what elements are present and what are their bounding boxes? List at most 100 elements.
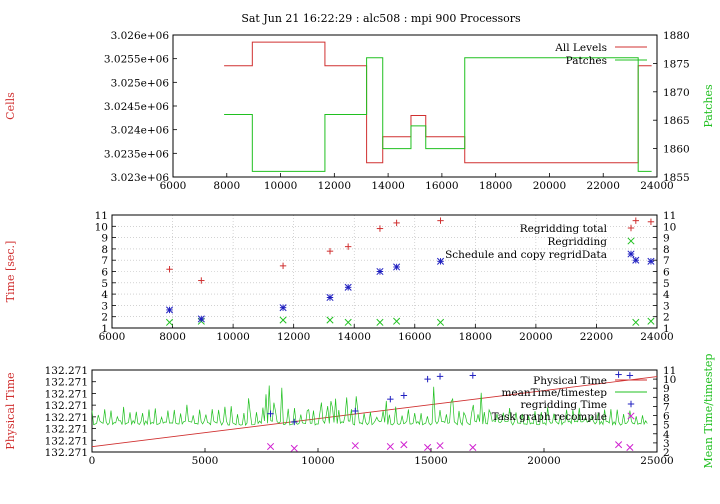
y2-tick-label: 9	[663, 233, 670, 245]
y-tick-label: 1	[101, 323, 108, 335]
y2-tick-label: 2	[663, 447, 670, 459]
x-tick-label: 6000	[99, 331, 126, 343]
legend-label: Task graph recompile	[492, 411, 607, 423]
data-point-d2	[436, 257, 445, 265]
y2-tick-label: 11	[663, 365, 676, 377]
data-point-d2	[469, 443, 477, 451]
y-tick-label: 7	[101, 255, 108, 267]
data-point-d2	[165, 306, 174, 314]
data-point-d2	[326, 293, 334, 302]
y-tick-label: 132.271	[45, 412, 88, 424]
y-tick-label: 132.271	[45, 447, 88, 459]
x-tick-label: 22000	[587, 180, 620, 192]
series-mean-time-line	[91, 385, 648, 427]
figure-title: Sat Jun 21 16:22:29 : alc508 : mpi 900 P…	[241, 12, 521, 25]
x-tick-label: 20000	[519, 331, 552, 343]
y-tick-label: 3.023e+06	[111, 172, 170, 184]
y-tick-label: 8	[101, 244, 108, 256]
regrid-time-plot: 6000 8000 10000 12000 14000 16000 18000 20000 22…	[4, 210, 676, 343]
y-tick-label: 3.0255e+06	[104, 54, 169, 66]
x-tick-label: 16000	[425, 180, 458, 192]
legend-marker-d2	[627, 237, 635, 245]
y-tick-label: 3.025e+06	[111, 77, 170, 89]
x-tick-label: 20000	[527, 455, 560, 467]
y2-tick-label: 11	[663, 210, 676, 222]
y-tick-label: 3.0245e+06	[104, 101, 169, 113]
y-tick-label: 10	[95, 221, 108, 233]
y-tick-label: 6	[101, 267, 108, 279]
data-point-d2	[376, 267, 384, 276]
data-point-d2	[632, 256, 640, 264]
y-tick-label: 132.271	[45, 400, 88, 412]
y2-tick-label: 10	[663, 374, 676, 386]
x-tick-label: 0	[89, 455, 96, 467]
y2-tick-label: 1860	[663, 144, 690, 156]
legend-label: Physical Time	[533, 375, 607, 387]
y2-tick-label: 1880	[663, 30, 690, 42]
cells-patches-plot: 6000 8000 10000 12000 14000 16000 18000 20000 22…	[4, 30, 715, 192]
y2-tick-label: 6	[663, 267, 670, 279]
data-point-d2	[400, 441, 408, 449]
y2-tick-label: 8	[663, 392, 670, 404]
y2-tick-label: 3	[663, 438, 670, 450]
data-point-d2	[436, 318, 445, 326]
x-tick-label: 8000	[159, 331, 186, 343]
series-physical-time-line	[91, 376, 658, 448]
data-point-d2	[647, 257, 655, 265]
y2-tick-label: 7	[663, 255, 670, 267]
plot-frame	[172, 34, 658, 178]
legend-label: regridding Time	[521, 399, 608, 411]
data-point-d2	[197, 315, 205, 323]
y-tick-label: 132.271	[45, 365, 88, 377]
y-tick-label: 132.271	[45, 388, 88, 400]
x-tick-label: 16000	[398, 331, 431, 343]
physical-time-plot: 0 5000 10000 15000 20000 25000132.271132.2711…	[4, 354, 715, 469]
data-point-d2	[344, 318, 352, 326]
y-tick-label: 4	[101, 289, 108, 301]
x-tick-label: 15000	[414, 455, 447, 467]
x-tick-label: 22000	[580, 331, 613, 343]
x-tick-label: 14000	[371, 180, 404, 192]
x-tick-label: 25000	[640, 455, 673, 467]
data-point-d2	[632, 318, 640, 326]
y2-tick-label: 7	[663, 401, 670, 413]
y-tick-label: 5	[101, 278, 108, 290]
x-tick-label: 18000	[479, 180, 512, 192]
x-tick-label: 18000	[459, 331, 492, 343]
data-point-d2	[386, 442, 394, 451]
data-point-d2	[615, 441, 623, 449]
y-axis-title: Cells	[4, 92, 17, 120]
data-point-d2	[436, 442, 444, 450]
data-point-d2	[165, 318, 174, 326]
data-point-d2	[279, 316, 287, 324]
legend-label: Schedule and copy regridData	[445, 249, 607, 261]
legend-marker-d2	[627, 412, 635, 420]
legend-marker-d2	[627, 250, 635, 258]
x-tick-label: 10000	[301, 455, 334, 467]
y2-tick-label: 1865	[663, 115, 690, 127]
y2-tick-label: 5	[663, 420, 670, 432]
data-point-d2	[326, 316, 334, 324]
legend-label: meanTime/timestep	[501, 387, 607, 399]
y-tick-label: 3	[101, 300, 108, 312]
legend-label: All Levels	[554, 42, 607, 54]
y-tick-label: 9	[101, 233, 108, 245]
x-tick-label: 6000	[160, 180, 187, 192]
x-tick-label: 24000	[640, 180, 673, 192]
series-all-levels-line	[224, 41, 652, 164]
data-point-d2	[393, 317, 401, 325]
series-patches-line	[224, 57, 652, 172]
data-point-d2	[424, 443, 432, 451]
y2-tick-label: 3	[663, 300, 670, 312]
y2-tick-label: 1870	[663, 87, 690, 99]
y2-tick-label: 1	[663, 323, 670, 335]
x-tick-label: 24000	[640, 331, 673, 343]
y-tick-label: 3.0235e+06	[104, 148, 169, 160]
y2-tick-label: 2	[663, 312, 670, 324]
x-tick-label: 12000	[277, 331, 310, 343]
data-point-d2	[290, 444, 298, 452]
data-point-d2	[393, 263, 401, 271]
data-point-d2	[376, 318, 384, 326]
x-tick-label: 10000	[216, 331, 249, 343]
